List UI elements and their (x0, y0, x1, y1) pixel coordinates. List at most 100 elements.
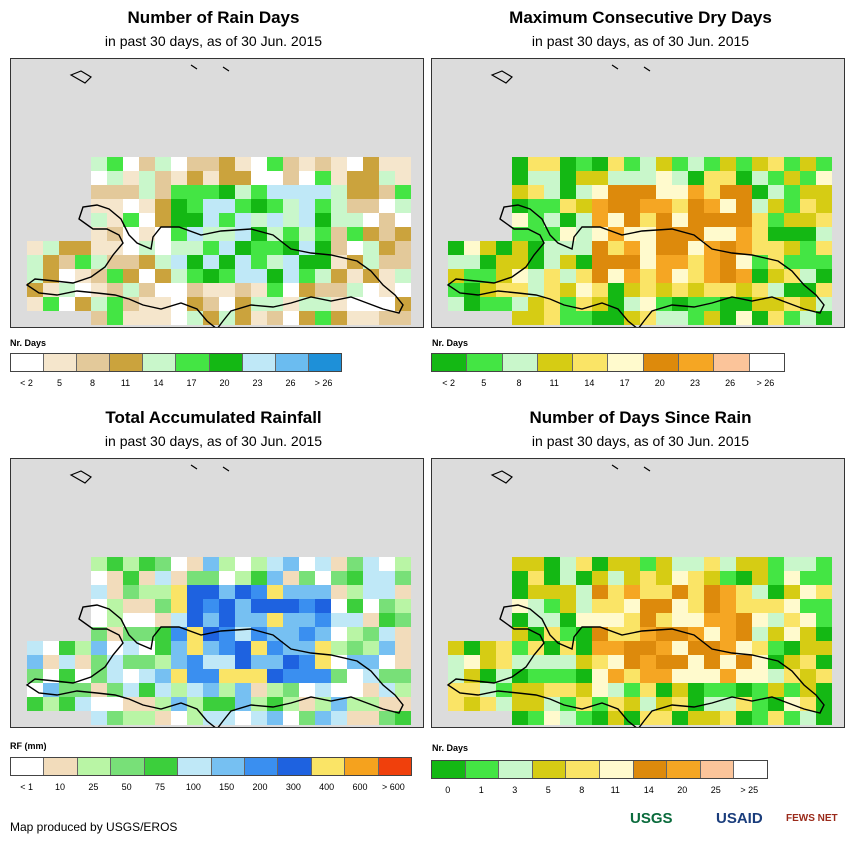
grid-cell (720, 557, 736, 571)
grid-cell (203, 269, 219, 283)
grid-cell (544, 711, 560, 725)
grid-cell (816, 213, 832, 227)
grid-cell (576, 627, 592, 641)
grid-cell (800, 669, 816, 683)
grid-cell (640, 199, 656, 213)
grid-cell (624, 171, 640, 185)
grid-cell (139, 711, 155, 725)
grid-cell (704, 599, 720, 613)
grid-cell (560, 185, 576, 199)
grid-cell (139, 697, 155, 711)
grid-cell (123, 599, 139, 613)
grid-cell (688, 185, 704, 199)
grid-cell (251, 655, 267, 669)
grid-cell (544, 641, 560, 655)
grid-cell (576, 311, 592, 325)
legend-swatch (532, 761, 567, 778)
legend-label: 17 (619, 378, 630, 388)
grid-cell (235, 655, 251, 669)
grid-cell (624, 599, 640, 613)
legend-swatch (111, 758, 145, 775)
grid-cell (139, 557, 155, 571)
grid-cell (640, 599, 656, 613)
grid-cell (395, 213, 411, 227)
grid-cell (299, 683, 315, 697)
grid-cell (592, 585, 608, 599)
grid-cell (139, 683, 155, 697)
grid-cell (139, 655, 155, 669)
grid-cell (251, 711, 267, 725)
grid-cell (624, 199, 640, 213)
grid-cell (576, 683, 592, 697)
grid-cell (299, 185, 315, 199)
grid-cell (203, 199, 219, 213)
grid-cell (560, 557, 576, 571)
grid-cell (235, 669, 251, 683)
grid-cell (187, 283, 203, 297)
grid-cell (315, 199, 331, 213)
grid-cell (800, 641, 816, 655)
grid-cell (672, 585, 688, 599)
grid-cell (155, 655, 171, 669)
grid-cell (448, 669, 464, 683)
grid-cell (672, 571, 688, 585)
grid-cell (672, 171, 688, 185)
grid-cell (704, 557, 720, 571)
grid-cell (816, 283, 832, 297)
grid-cell (768, 557, 784, 571)
legend-label: 200 (252, 782, 268, 792)
grid-cell (251, 613, 267, 627)
grid-cell (123, 683, 139, 697)
grid-cell (123, 311, 139, 325)
grid-cell (139, 213, 155, 227)
grid-cell (379, 213, 395, 227)
grid-cell (235, 613, 251, 627)
grid-cell (315, 311, 331, 325)
grid-cell (800, 269, 816, 283)
grid-cell (187, 655, 203, 669)
grid-cell (672, 613, 688, 627)
grid-cell (720, 599, 736, 613)
grid-cell (496, 697, 512, 711)
grid-cell (203, 241, 219, 255)
grid-cell (59, 641, 75, 655)
grid-cell (656, 213, 672, 227)
grid-cell (560, 613, 576, 627)
grid-cell (75, 697, 91, 711)
grid-cell (688, 683, 704, 697)
grid-cell (544, 297, 560, 311)
grid-cell (251, 213, 267, 227)
grid-cell (592, 283, 608, 297)
grid-cell (480, 669, 496, 683)
grid-cell (768, 171, 784, 185)
grid-cell (203, 157, 219, 171)
usaid-logo: USAID (716, 810, 763, 827)
grid-cell (528, 311, 544, 325)
grid-cell (800, 227, 816, 241)
grid-cell (155, 613, 171, 627)
grid-cell (267, 613, 283, 627)
grid-cell (608, 171, 624, 185)
grid-cell (43, 655, 59, 669)
legend-label: 3 (512, 785, 518, 795)
grid-cell (219, 157, 235, 171)
grid-cell (123, 199, 139, 213)
grid-cell (283, 199, 299, 213)
grid-cell (800, 683, 816, 697)
legend-swatch (44, 758, 78, 775)
legend-title: Nr. Days (432, 743, 469, 753)
grid-cell (171, 613, 187, 627)
grid-cell (59, 655, 75, 669)
grid-cell (800, 655, 816, 669)
grid-cell (139, 627, 155, 641)
grid-cell (379, 683, 395, 697)
grid-cell (75, 641, 91, 655)
grid-cell (395, 255, 411, 269)
grid-cell (187, 269, 203, 283)
grid-cell (528, 255, 544, 269)
legend-label: 150 (219, 782, 235, 792)
grid-cell (608, 269, 624, 283)
grid-cell (331, 255, 347, 269)
grid-cell (512, 669, 528, 683)
grid-cell (720, 585, 736, 599)
